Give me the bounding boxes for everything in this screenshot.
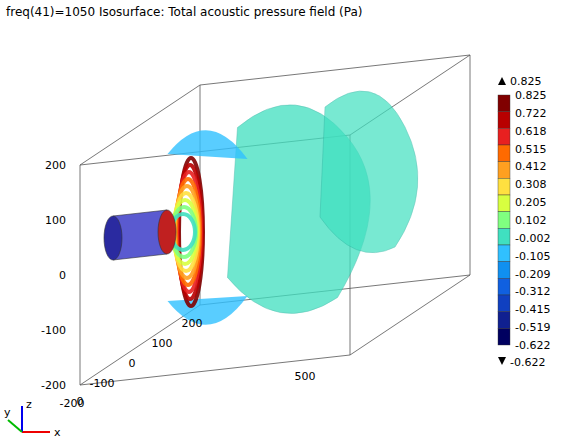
svg-text:0.825: 0.825 <box>515 89 547 102</box>
svg-text:-200: -200 <box>59 397 85 410</box>
svg-text:0.102: 0.102 <box>515 214 547 227</box>
svg-text:0.515: 0.515 <box>515 143 547 156</box>
svg-text:100: 100 <box>45 214 66 227</box>
svg-text:-0.312: -0.312 <box>515 285 550 298</box>
svg-text:100: 100 <box>152 337 173 350</box>
svg-text:-100: -100 <box>41 324 66 337</box>
svg-text:-0.622: -0.622 <box>510 356 545 369</box>
svg-text:0.618: 0.618 <box>515 125 547 138</box>
svg-text:x: x <box>54 426 61 439</box>
svg-text:-0.519: -0.519 <box>515 321 550 334</box>
svg-text:-100: -100 <box>90 377 115 390</box>
svg-text:200: 200 <box>45 159 66 172</box>
svg-text:-0.209: -0.209 <box>515 268 550 281</box>
svg-text:-0.105: -0.105 <box>515 250 550 263</box>
svg-text:z: z <box>26 398 32 411</box>
svg-text:0.825: 0.825 <box>510 75 542 88</box>
svg-text:-0.002: -0.002 <box>515 232 550 245</box>
svg-text:0: 0 <box>77 395 84 408</box>
svg-text:y: y <box>4 406 11 419</box>
svg-text:0: 0 <box>59 269 66 282</box>
svg-text:0: 0 <box>129 357 136 370</box>
svg-text:0.722: 0.722 <box>515 107 547 120</box>
svg-text:-0.622: -0.622 <box>515 339 550 352</box>
svg-text:200: 200 <box>182 317 203 330</box>
svg-text:0.412: 0.412 <box>515 160 547 173</box>
svg-text:-200: -200 <box>41 379 66 392</box>
svg-text:freq(41)=1050 Isosurface: Tot: freq(41)=1050 Isosurface: Total acoustic… <box>6 5 362 19</box>
svg-text:-0.415: -0.415 <box>515 303 550 316</box>
svg-text:0.205: 0.205 <box>515 196 547 209</box>
svg-text:0.308: 0.308 <box>515 178 547 191</box>
svg-text:500: 500 <box>295 370 316 383</box>
